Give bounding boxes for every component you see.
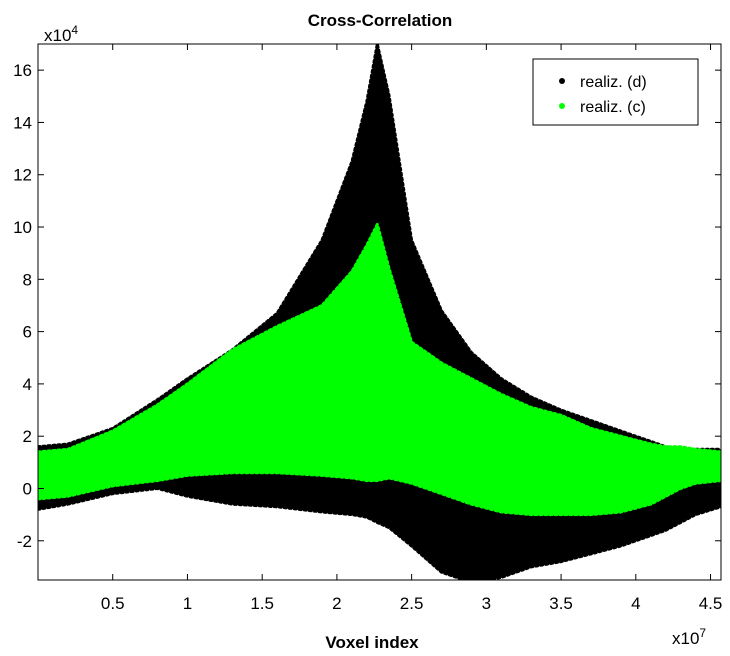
legend: realiz. (d) realiz. (c) xyxy=(532,58,699,126)
x-axis-ticks: 0.5 1 1.5 2 2.5 3 3.5 4 4.5 xyxy=(101,44,722,613)
y-multiplier-base: x10 xyxy=(44,26,71,45)
x-tick-label: 4 xyxy=(631,594,640,613)
x-tick-label: 0.5 xyxy=(101,594,125,613)
series-c xyxy=(38,220,721,517)
legend-label-d: realiz. (d) xyxy=(580,74,647,91)
y-axis-ticks: -2 0 2 4 6 8 10 12 14 16 xyxy=(13,61,721,551)
legend-marker-c xyxy=(559,103,565,109)
svg-text:x107: x107 xyxy=(672,626,706,648)
y-multiplier-exponent: 4 xyxy=(71,23,78,37)
x-tick-label: 2.5 xyxy=(400,594,424,613)
y-tick-label: 4 xyxy=(23,375,32,394)
x-axis-label: Voxel index xyxy=(325,633,419,652)
legend-label-c: realiz. (c) xyxy=(580,99,646,116)
x-multiplier-base: x10 xyxy=(672,629,699,648)
x-multiplier-exponent: 7 xyxy=(699,626,706,640)
x-axis-multiplier: x107 xyxy=(672,626,706,648)
x-tick-label: 3.5 xyxy=(549,594,573,613)
y-tick-label: -2 xyxy=(17,532,32,551)
legend-box xyxy=(532,58,699,126)
series-upper-edge xyxy=(38,44,721,451)
axes-frame xyxy=(37,43,722,581)
y-axis-multiplier: x104 xyxy=(44,23,78,45)
series-oscillation xyxy=(38,225,721,515)
y-tick-label: 14 xyxy=(13,113,32,132)
x-tick-label: 4.5 xyxy=(699,594,723,613)
series-lower-edge xyxy=(38,486,721,580)
y-tick-label: 16 xyxy=(13,61,32,80)
y-tick-label: 6 xyxy=(23,323,32,342)
x-tick-label: 2 xyxy=(332,594,341,613)
y-tick-label: 10 xyxy=(13,218,32,237)
series-lower-edge xyxy=(38,471,721,517)
x-tick-label: 1.5 xyxy=(250,594,274,613)
y-tick-label: 12 xyxy=(13,166,32,185)
x-tick-label: 1 xyxy=(183,594,192,613)
y-tick-label: 2 xyxy=(23,427,32,446)
svg-text:x104: x104 xyxy=(44,23,78,45)
legend-marker-d xyxy=(559,78,565,84)
chart-title: Cross-Correlation xyxy=(308,11,453,30)
series-upper-edge xyxy=(38,220,721,454)
x-tick-label: 3 xyxy=(482,594,491,613)
y-tick-label: 0 xyxy=(23,479,32,498)
plot-area xyxy=(38,44,721,580)
y-tick-label: 8 xyxy=(23,270,32,289)
